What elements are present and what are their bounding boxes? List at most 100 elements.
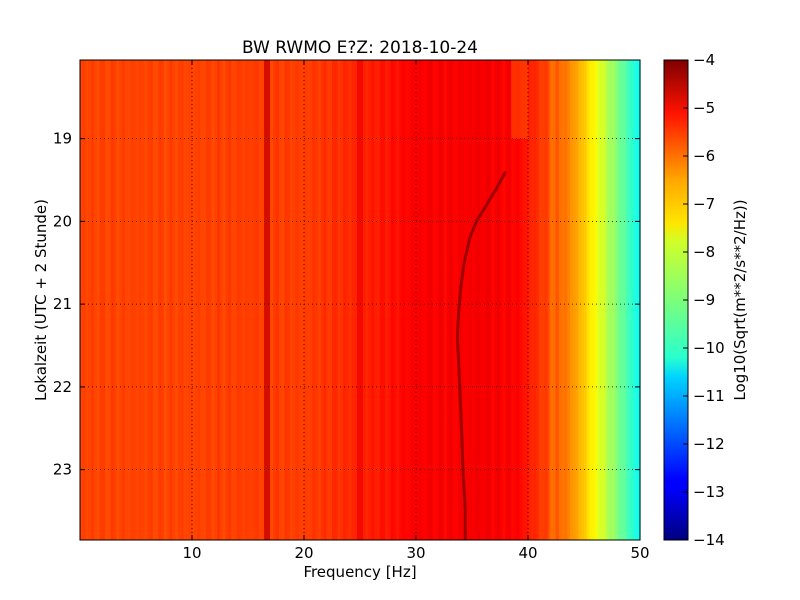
heatmap-column	[424, 60, 428, 540]
heatmap-column	[88, 60, 92, 540]
heatmap-column	[290, 60, 294, 540]
heatmap-column	[385, 60, 389, 540]
heatmap-column	[612, 60, 616, 540]
heatmap-column	[108, 60, 112, 540]
heatmap-column	[491, 60, 495, 540]
y-tick-label: 22	[53, 378, 72, 396]
colorbar-tick-label: −5	[693, 99, 715, 117]
heatmap-column	[228, 60, 232, 540]
heatmap-column	[542, 60, 546, 540]
heatmap-column	[152, 60, 157, 540]
heatmap-column	[572, 60, 577, 540]
heatmap-column	[472, 60, 476, 540]
x-axis-label: Frequency [Hz]	[303, 563, 416, 581]
heatmap-column	[245, 60, 249, 540]
heatmap-column	[96, 60, 101, 540]
heatmap-column	[85, 60, 89, 540]
heatmap-column	[609, 60, 613, 540]
heatmap-column	[329, 60, 333, 540]
heatmap-column	[446, 60, 451, 540]
heatmap-column	[410, 60, 414, 540]
heatmap-column	[614, 60, 619, 540]
heatmap-column	[166, 60, 171, 540]
heatmap-column	[516, 60, 521, 540]
heatmap-column	[438, 60, 442, 540]
heatmap-column	[374, 60, 378, 540]
heatmap-column	[463, 60, 467, 540]
heatmap-column	[631, 60, 635, 540]
heatmap-column	[430, 60, 434, 540]
heatmap-column	[234, 60, 238, 540]
heatmap-column	[295, 60, 299, 540]
heatmap-column	[452, 60, 456, 540]
heatmap-column	[186, 60, 190, 540]
heatmap-column	[393, 60, 397, 540]
heatmap-columns	[80, 60, 641, 540]
heatmap-column	[248, 60, 252, 540]
rolloff-shift-region	[511, 60, 528, 139]
x-tick-label: 50	[630, 544, 649, 562]
heatmap-column	[547, 60, 551, 540]
vertical-band	[549, 60, 556, 540]
heatmap-column	[362, 60, 367, 540]
heatmap-column	[273, 60, 277, 540]
heatmap-column	[382, 60, 386, 540]
colorbar-tick-label: −7	[693, 195, 715, 213]
colorbar-ticks: −4 −5 −6 −7 −8 −9 −10 −11 −12 −13 −14	[683, 51, 725, 549]
heatmap-column	[371, 60, 375, 540]
heatmap-column	[544, 60, 549, 540]
heatmap-column	[337, 60, 341, 540]
heatmap-column	[558, 60, 563, 540]
heatmap-column	[206, 60, 210, 540]
heatmap-column	[281, 60, 285, 540]
heatmap-column	[502, 60, 507, 540]
colorbar-tick-label: −10	[693, 339, 725, 357]
heatmap-column	[455, 60, 459, 540]
heatmap-column	[309, 60, 313, 540]
heatmap-column	[253, 60, 257, 540]
heatmap-column	[399, 60, 403, 540]
heatmap-column	[340, 60, 344, 540]
colorbar-label: Log10(Sqrt(m**2/s**2/Hz))	[731, 199, 749, 400]
heatmap-column	[390, 60, 395, 540]
heatmap-column	[598, 60, 602, 540]
x-tick-label: 40	[518, 544, 537, 562]
heatmap-column	[259, 60, 263, 540]
heatmap-column	[161, 60, 165, 540]
colorbar-tick-label: −13	[693, 483, 725, 501]
heatmap-column	[323, 60, 327, 540]
heatmap-column	[533, 60, 537, 540]
colorbar-tick-label: −8	[693, 243, 715, 261]
x-axis: 10 20 30 40 50	[182, 60, 650, 562]
heatmap-column	[332, 60, 336, 540]
colorbar-tick-label: −12	[693, 435, 725, 453]
heatmap-column	[127, 60, 131, 540]
colorbar-tick-label: −14	[693, 531, 725, 549]
heatmap-column	[514, 60, 518, 540]
y-tick-label: 20	[53, 212, 72, 230]
heatmap-column	[460, 60, 465, 540]
x-tick-label: 20	[294, 544, 313, 562]
heatmap-column	[192, 60, 196, 540]
heatmap-column	[575, 60, 579, 540]
heatmap-column	[637, 60, 641, 540]
heatmap-column	[175, 60, 179, 540]
heatmap-column	[483, 60, 487, 540]
heatmap-column	[94, 60, 98, 540]
heatmap-column	[292, 60, 297, 540]
heatmap-column	[407, 60, 411, 540]
heatmap-column	[435, 60, 439, 540]
heatmap-column	[225, 60, 229, 540]
heatmap-column	[469, 60, 473, 540]
vertical-band	[357, 60, 363, 540]
heatmap-column	[494, 60, 498, 540]
heatmap-column	[278, 60, 283, 540]
heatmap-column	[528, 60, 532, 540]
heatmap-column	[164, 60, 168, 540]
heatmap-column	[276, 60, 280, 540]
heatmap-column	[158, 60, 162, 540]
heatmap-column	[130, 60, 134, 540]
heatmap-column	[222, 60, 227, 540]
heatmap-column	[368, 60, 372, 540]
heatmap-column	[250, 60, 255, 540]
